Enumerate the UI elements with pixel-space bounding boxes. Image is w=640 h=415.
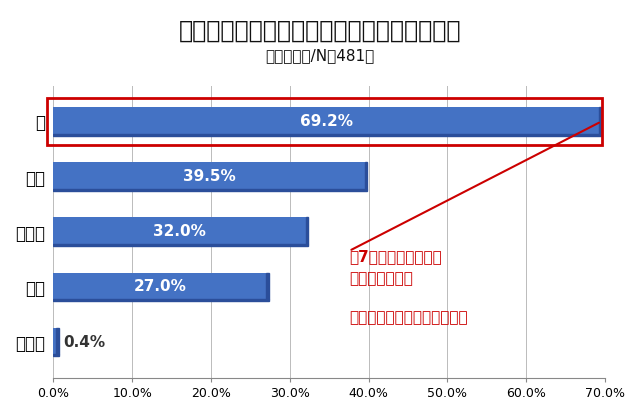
Bar: [53, 189, 367, 191]
Text: （複数回答/N＝481）: （複数回答/N＝481）: [266, 48, 374, 63]
Bar: [53, 107, 598, 136]
Text: 約7割が車での旅行が: 約7割が車での旅行が: [349, 249, 442, 264]
Bar: [53, 217, 305, 246]
Bar: [53, 162, 365, 191]
Text: 69.2%: 69.2%: [300, 114, 353, 129]
Bar: [47, 98, 602, 145]
Text: 多いとの結果に: 多いとの結果に: [349, 271, 413, 286]
Bar: [56, 328, 60, 354]
Text: 32.0%: 32.0%: [153, 224, 206, 239]
Bar: [53, 244, 308, 246]
Bar: [598, 107, 602, 134]
Text: 車特有の自由さが魅力なよう: 車特有の自由さが魅力なよう: [349, 310, 467, 325]
Text: 27.0%: 27.0%: [133, 279, 186, 294]
Bar: [53, 328, 56, 356]
Bar: [53, 134, 602, 136]
Bar: [365, 162, 367, 189]
Bar: [53, 273, 266, 301]
Text: 0.4%: 0.4%: [63, 334, 105, 349]
Text: 39.5%: 39.5%: [182, 169, 236, 184]
Bar: [305, 217, 308, 244]
Text: あなたは、旅行に何で行くことが多いですか: あなたは、旅行に何で行くことが多いですか: [179, 19, 461, 43]
Bar: [53, 299, 269, 301]
Bar: [266, 273, 269, 299]
Bar: [53, 354, 60, 356]
